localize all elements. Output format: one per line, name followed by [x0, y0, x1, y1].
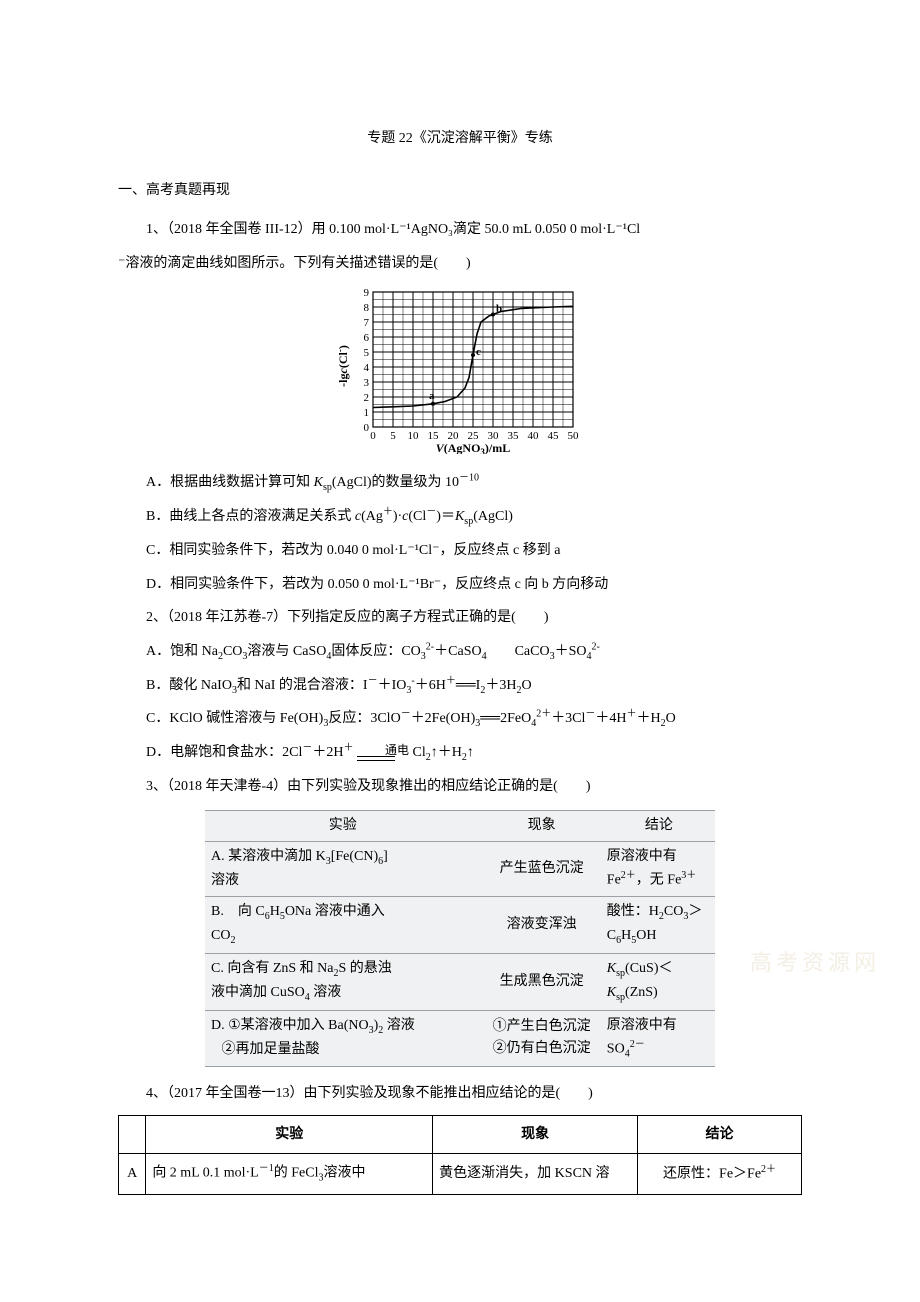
q2-opt-d: D．电解饱和食盐水：2Cl－＋2H＋ 通电 Cl2↑＋H2↑ [118, 736, 802, 770]
q1-opt-a: A．根据曲线数据计算可知 Ksp(AgCl)的数量级为 10－10 [118, 466, 802, 500]
svg-text:40: 40 [528, 430, 540, 442]
page-title: 专题 22《沉淀溶解平衡》专练 [118, 122, 802, 156]
q3-th-conc: 结论 [603, 810, 715, 841]
table-row: D. ①某溶液中加入 Ba(NO3)2 溶液 ②再加足量盐酸 ①产生白色沉淀②仍… [205, 1010, 715, 1067]
svg-text:5: 5 [390, 430, 396, 442]
q1-opt-c: C．相同实验条件下，若改为 0.040 0 mol·L⁻¹Cl⁻，反应终点 c … [118, 534, 802, 568]
svg-text:2: 2 [364, 392, 370, 404]
svg-text:8: 8 [364, 302, 370, 314]
table-row: B. 向 C6H5ONa 溶液中通入CO2 溶液变浑浊 酸性：H2CO3＞C6H… [205, 897, 715, 954]
q3-table: 实验 现象 结论 A. 某溶液中滴加 K3[Fe(CN)6]溶液 产生蓝色沉淀 … [205, 810, 715, 1068]
svg-text:a: a [429, 390, 435, 402]
chart-ylabel: -lgc(Cl-) [335, 346, 350, 388]
q2-opt-c: C．KClO 碱性溶液与 Fe(OH)3反应：3ClO－＋2Fe(OH)3══2… [118, 702, 802, 736]
table-row: A. 某溶液中滴加 K3[Fe(CN)6]溶液 产生蓝色沉淀 原溶液中有Fe2＋… [205, 841, 715, 896]
chart-yticks: 0 1 2 3 4 5 6 7 8 9 [364, 287, 370, 434]
q2-options: A．饱和 Na2CO3溶液与 CaSO4固体反应：CO32-＋CaSO4 CaC… [118, 635, 802, 770]
section-heading: 一、高考真题再现 [118, 174, 802, 208]
svg-text:45: 45 [548, 430, 560, 442]
svg-text:9: 9 [364, 287, 370, 299]
q4-th-conc: 结论 [638, 1115, 802, 1153]
q3-th-phen: 现象 [480, 810, 602, 841]
svg-text:10: 10 [408, 430, 420, 442]
svg-text:5: 5 [364, 347, 370, 359]
q1-lead-1: 1、（2018 年全国卷 III-12）用 0.100 mol·L⁻¹AgNO₃… [118, 213, 802, 247]
q1-opt-d: D．相同实验条件下，若改为 0.050 0 mol·L⁻¹Br⁻，反应终点 c … [118, 568, 802, 602]
q3-th-exp: 实验 [205, 810, 480, 841]
svg-text:b: b [496, 303, 502, 315]
q1-opt-b: B．曲线上各点的溶液满足关系式 c(Ag＋)·c(Cl－)＝Ksp(AgCl) [118, 500, 802, 534]
q4-row-id: A [119, 1154, 146, 1194]
table-row: A 向 2 mL 0.1 mol·L－1的 FeCl3溶液中 黄色逐渐消失，加 … [119, 1154, 802, 1194]
q2-lead: 2、（2018 年江苏卷-7）下列指定反应的离子方程式正确的是( ) [118, 601, 802, 635]
q1-lead-2: ⁻溶液的滴定曲线如图所示。下列有关描述错误的是( ) [118, 247, 802, 281]
q4-table: 实验 现象 结论 A 向 2 mL 0.1 mol·L－1的 FeCl3溶液中 … [118, 1115, 802, 1195]
svg-text:0: 0 [364, 422, 370, 434]
q3-lead: 3、（2018 年天津卷-4）由下列实验及现象推出的相应结论正确的是( ) [118, 770, 802, 804]
q4-th-phen: 现象 [433, 1115, 638, 1153]
q2-opt-b: B．酸化 NaIO3和 NaI 的混合溶液：I－＋IO3-＋6H＋══I2＋3H… [118, 669, 802, 703]
q4-lead: 4、（2017 年全国卷一13）由下列实验及现象不能推出相应结论的是( ) [118, 1077, 802, 1111]
q4-th-exp: 实验 [146, 1115, 433, 1153]
svg-text:7: 7 [364, 317, 370, 329]
q1-chart: 0123456789 05101520253035404550 a b c V(… [118, 284, 802, 458]
titration-curve-chart: 0123456789 05101520253035404550 a b c V(… [335, 284, 585, 454]
svg-text:1: 1 [364, 407, 370, 419]
svg-text:6: 6 [364, 332, 370, 344]
q1-options: A．根据曲线数据计算可知 Ksp(AgCl)的数量级为 10－10 B．曲线上各… [118, 466, 802, 601]
svg-text:50: 50 [568, 430, 580, 442]
q4-th-blank [119, 1115, 146, 1153]
q2-opt-a: A．饱和 Na2CO3溶液与 CaSO4固体反应：CO32-＋CaSO4 CaC… [118, 635, 802, 669]
table-row: C. 向含有 ZnS 和 Na2S 的悬浊液中滴加 CuSO4 溶液 生成黑色沉… [205, 953, 715, 1010]
chart-xlabel: V(AgNO3)/mL [436, 441, 511, 454]
svg-text:c: c [476, 346, 481, 358]
svg-text:3: 3 [364, 377, 370, 389]
svg-text:0: 0 [370, 430, 376, 442]
svg-text:4: 4 [364, 362, 370, 374]
